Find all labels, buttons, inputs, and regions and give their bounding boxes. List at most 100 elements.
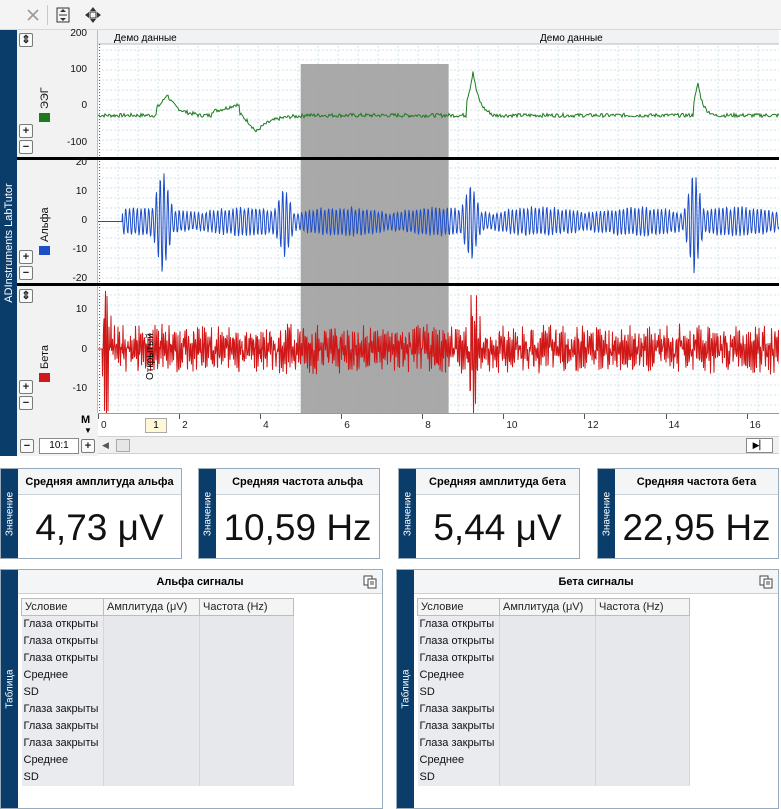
move-icon[interactable] [82, 4, 104, 26]
value-cell[interactable] [499, 615, 596, 633]
value-cell[interactable] [199, 649, 294, 667]
table-row[interactable]: Глаза открыты [417, 649, 690, 667]
value-cell[interactable] [595, 717, 690, 735]
time-scrollbar[interactable]: ◀ ▶▏ [98, 436, 779, 454]
value-cell[interactable] [499, 734, 596, 752]
scroll-left-icon[interactable]: ◀ [102, 440, 109, 450]
condition-cell[interactable]: Среднее [21, 666, 104, 684]
table-row[interactable]: Глаза открыты [21, 615, 294, 633]
condition-cell[interactable]: Глаза открыты [417, 649, 500, 667]
value-cell[interactable] [199, 717, 294, 735]
value-cell[interactable] [595, 768, 690, 786]
value-cell[interactable] [595, 666, 690, 684]
condition-cell[interactable]: Глаза закрыты [417, 717, 500, 735]
close-icon[interactable] [22, 4, 44, 26]
table-row[interactable]: Глаза закрыты [21, 717, 294, 735]
zoom-out-button[interactable]: − [19, 396, 33, 410]
value-cell[interactable] [199, 615, 294, 633]
column-header[interactable]: Условие [21, 598, 104, 616]
column-header[interactable]: Частота (Hz) [199, 598, 294, 616]
condition-cell[interactable]: SD [21, 683, 104, 701]
value-cell[interactable] [595, 700, 690, 718]
marker-m[interactable]: M [81, 414, 91, 426]
value-cell[interactable] [199, 734, 294, 752]
condition-cell[interactable]: Среднее [21, 751, 104, 769]
channel-scale-icon[interactable]: ⇕ [19, 289, 33, 303]
value-cell[interactable] [103, 768, 200, 786]
table-row[interactable]: Глаза открыты [417, 615, 690, 633]
zoom-in-time-button[interactable]: + [81, 439, 95, 453]
scroll-end-icon[interactable]: ▶▏ [746, 438, 773, 453]
value-cell[interactable] [103, 632, 200, 650]
value-cell[interactable] [103, 683, 200, 701]
table-row[interactable]: SD [417, 768, 690, 786]
value-cell[interactable] [595, 615, 690, 633]
column-header[interactable]: Амплитуда (μV) [499, 598, 596, 616]
condition-cell[interactable]: SD [417, 768, 500, 786]
table-row[interactable]: Глаза открыты [21, 632, 294, 650]
condition-cell[interactable]: Глаза открыты [21, 649, 104, 667]
condition-cell[interactable]: Глаза открыты [417, 632, 500, 650]
condition-cell[interactable]: Глаза закрыты [21, 700, 104, 718]
value-cell[interactable] [499, 683, 596, 701]
value-cell[interactable] [595, 751, 690, 769]
zoom-in-button[interactable]: + [19, 250, 33, 264]
condition-cell[interactable]: SD [21, 768, 104, 786]
copy-icon[interactable] [759, 575, 773, 589]
condition-cell[interactable]: SD [417, 683, 500, 701]
table-row[interactable]: SD [417, 683, 690, 701]
value-cell[interactable] [499, 717, 596, 735]
table-row[interactable]: Среднее [417, 666, 690, 684]
table-row[interactable]: Глаза закрыты [417, 734, 690, 752]
value-cell[interactable] [103, 666, 200, 684]
scroll-thumb[interactable] [116, 439, 130, 452]
value-cell[interactable] [595, 734, 690, 752]
value-cell[interactable] [199, 751, 294, 769]
value-cell[interactable] [199, 768, 294, 786]
value-cell[interactable] [499, 666, 596, 684]
beta-table[interactable]: Условие Амплитуда (μV) Частота (Hz) Глаз… [417, 598, 690, 786]
value-cell[interactable] [103, 700, 200, 718]
value-cell[interactable] [595, 649, 690, 667]
zoom-in-button[interactable]: + [19, 380, 33, 394]
value-cell[interactable] [595, 632, 690, 650]
value-cell[interactable] [199, 666, 294, 684]
condition-cell[interactable]: Глаза открыты [417, 615, 500, 633]
condition-cell[interactable]: Среднее [417, 666, 500, 684]
table-row[interactable]: Глаза открыты [417, 632, 690, 650]
copy-icon[interactable] [363, 575, 377, 589]
condition-cell[interactable]: Среднее [417, 751, 500, 769]
zoom-in-button[interactable]: + [19, 124, 33, 138]
zoom-out-button[interactable]: − [19, 140, 33, 154]
condition-cell[interactable]: Глаза открыты [21, 632, 104, 650]
column-header[interactable]: Условие [417, 598, 500, 616]
value-cell[interactable] [103, 717, 200, 735]
value-cell[interactable] [499, 768, 596, 786]
value-cell[interactable] [103, 615, 200, 633]
condition-cell[interactable]: Глаза закрыты [21, 734, 104, 752]
table-row[interactable]: Глаза открыты [21, 649, 294, 667]
column-header[interactable]: Амплитуда (μV) [103, 598, 200, 616]
zoom-ratio[interactable]: 10:1 [39, 438, 79, 454]
channel-scale-icon[interactable]: ⇕ [19, 33, 33, 47]
zoom-out-button[interactable]: − [19, 266, 33, 280]
table-row[interactable]: Глаза закрыты [417, 700, 690, 718]
value-cell[interactable] [499, 649, 596, 667]
table-row[interactable]: Среднее [21, 666, 294, 684]
zoom-out-time-button[interactable]: − [20, 439, 34, 453]
value-cell[interactable] [199, 632, 294, 650]
table-row[interactable]: Среднее [21, 751, 294, 769]
condition-cell[interactable]: Глаза открыты [21, 615, 104, 633]
table-row[interactable]: Среднее [417, 751, 690, 769]
table-row[interactable]: Глаза закрыты [21, 700, 294, 718]
eeg-chart[interactable] [98, 30, 779, 413]
value-cell[interactable] [499, 700, 596, 718]
condition-cell[interactable]: Глаза закрыты [417, 700, 500, 718]
table-row[interactable]: SD [21, 683, 294, 701]
table-row[interactable]: SD [21, 768, 294, 786]
fit-channels-icon[interactable] [52, 4, 74, 26]
marker-flag[interactable]: 1 [145, 418, 167, 433]
value-cell[interactable] [103, 734, 200, 752]
table-row[interactable]: Глаза закрыты [21, 734, 294, 752]
value-cell[interactable] [499, 751, 596, 769]
